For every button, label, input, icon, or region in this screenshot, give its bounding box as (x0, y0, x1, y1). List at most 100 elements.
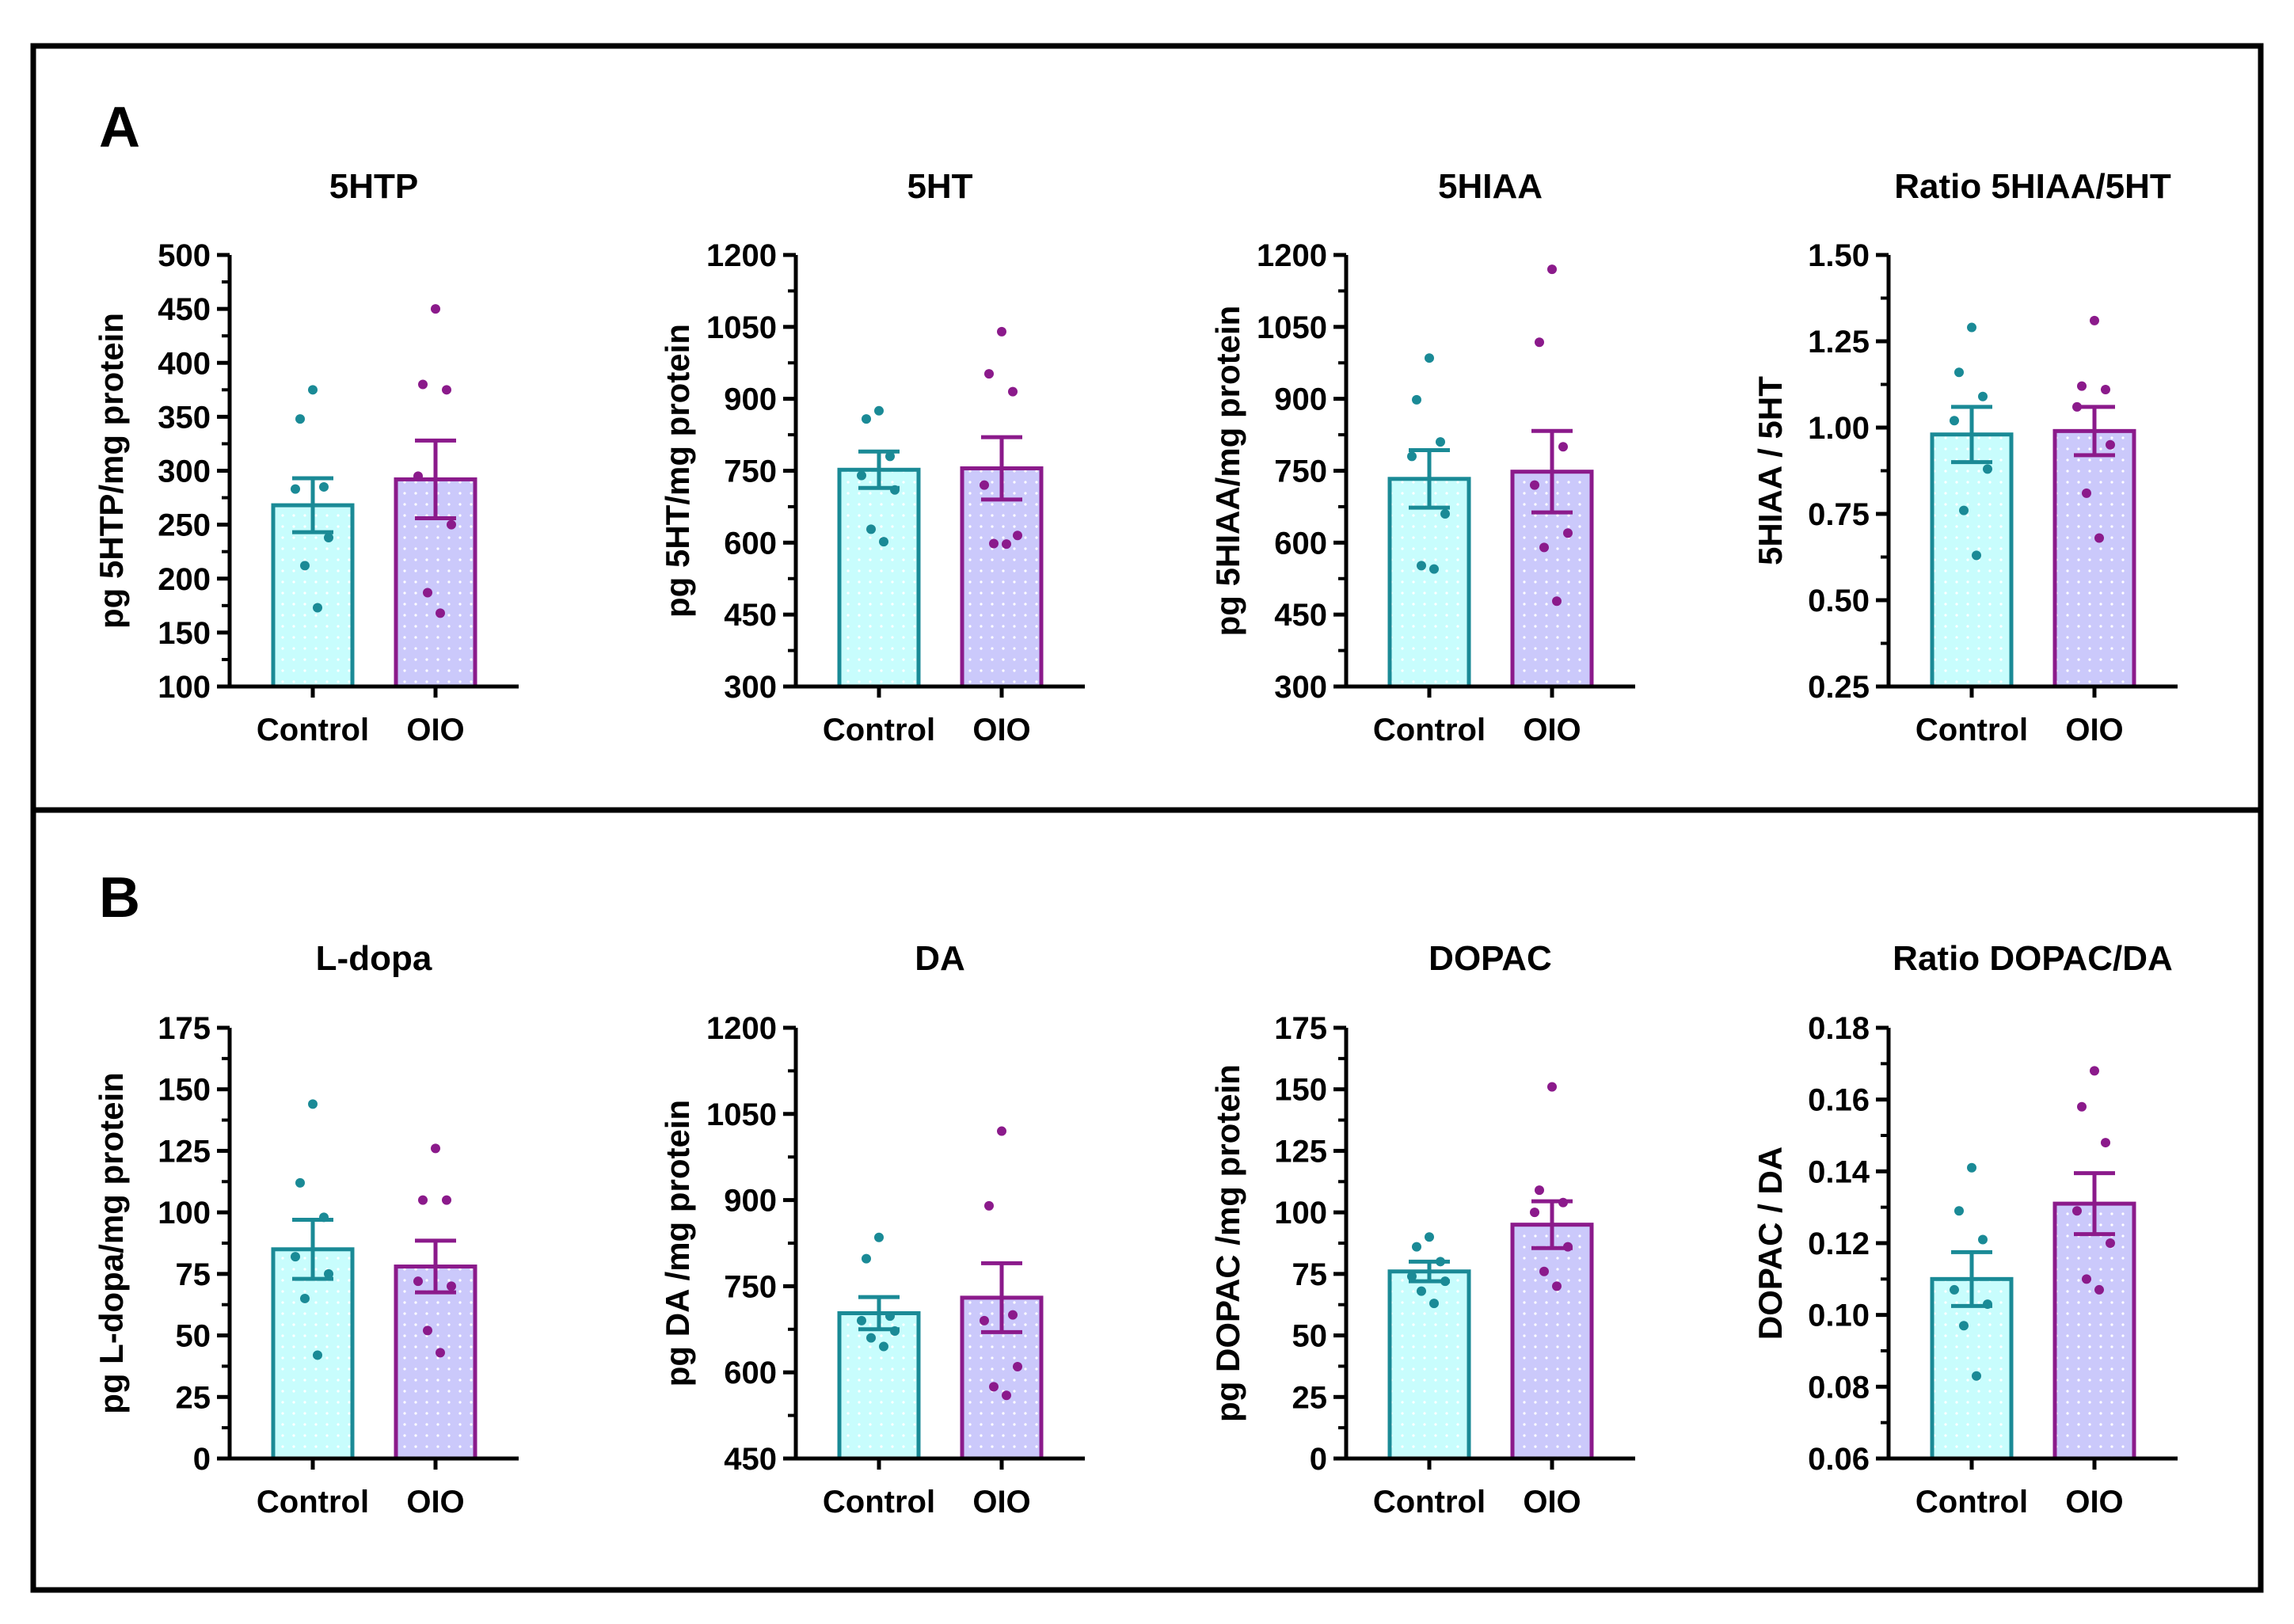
data-point-oio (2082, 1274, 2091, 1284)
data-point-oio (1002, 1390, 1011, 1401)
category-label: OIO (406, 713, 464, 747)
y-tick-label: 0 (1310, 1442, 1327, 1477)
data-point-control (313, 603, 322, 613)
data-point-control (1978, 391, 1988, 401)
y-tick-label: 900 (1274, 382, 1327, 417)
data-point-control (862, 414, 871, 424)
data-point-control (1417, 561, 1426, 571)
data-point-oio (418, 379, 428, 390)
data-point-oio (984, 369, 994, 379)
data-point-control (313, 1350, 322, 1360)
data-point-oio (442, 385, 451, 395)
y-tick-label: 0.10 (1808, 1299, 1870, 1333)
y-tick-label: 1050 (706, 1097, 777, 1132)
category-label: OIO (2065, 1485, 2123, 1519)
data-point-control (300, 561, 310, 571)
data-point-control (866, 1333, 876, 1343)
bar-oio (1510, 1223, 1594, 1461)
y-tick-label: 1200 (706, 1011, 777, 1046)
y-tick-label: 0.16 (1808, 1083, 1870, 1118)
y-tick-label: 0.75 (1808, 497, 1870, 532)
category-label: Control (823, 1485, 935, 1519)
data-point-oio (442, 1195, 451, 1205)
y-axis-label: 5HIAA / 5HT (1752, 376, 1789, 565)
y-tick-label: 0.18 (1808, 1011, 1870, 1046)
category-label: OIO (1523, 1485, 1581, 1519)
data-point-oio (431, 1143, 440, 1154)
data-point-oio (423, 1325, 432, 1336)
chart-title: DOPAC (1429, 939, 1552, 978)
data-point-control (1425, 1232, 1434, 1242)
y-tick-label: 75 (1292, 1257, 1328, 1292)
y-axis-label: pg DA /mg protein (659, 1100, 696, 1386)
y-tick-label: 1050 (706, 310, 777, 345)
data-point-control (319, 1212, 329, 1223)
data-point-control (295, 1177, 305, 1188)
y-tick-label: 1200 (1257, 238, 1327, 273)
data-point-oio (2094, 533, 2104, 543)
data-point-oio (980, 480, 989, 490)
data-point-oio (1008, 1310, 1018, 1320)
data-point-control (1959, 505, 1969, 515)
category-label: Control (257, 1485, 369, 1519)
data-point-oio (980, 1315, 989, 1325)
y-tick-label: 0.25 (1808, 670, 1870, 705)
data-point-control (295, 414, 305, 424)
chart-da: DA Control OIO 450 600 750 900 1050 1200 pg DA /m… (659, 939, 1085, 1519)
y-tick-label: 300 (1274, 670, 1327, 705)
data-point-oio (1547, 264, 1557, 275)
data-point-control (1959, 1321, 1969, 1331)
bar-oio (2052, 428, 2136, 689)
data-point-oio (997, 326, 1006, 337)
data-point-control (1972, 550, 1981, 561)
chart-ratio-dopac-da: Ratio DOPAC/DA Control OIO 0.06 0.08 0.10 0.12… (1752, 939, 2178, 1519)
data-point-control (885, 451, 895, 462)
y-tick-label: 350 (158, 400, 211, 435)
data-point-oio (2090, 315, 2099, 325)
data-point-oio (1539, 1266, 1549, 1276)
data-point-oio (1552, 1281, 1562, 1291)
data-point-control (1972, 1371, 1981, 1381)
data-point-oio (2101, 1138, 2110, 1148)
data-point-oio (2106, 1238, 2115, 1248)
y-tick-label: 0.50 (1808, 584, 1870, 618)
data-point-control (1950, 416, 1959, 426)
data-point-oio (1530, 1208, 1539, 1218)
data-point-control (308, 385, 318, 395)
data-point-control (1983, 1299, 1992, 1310)
data-point-oio (1013, 531, 1022, 541)
category-label: Control (257, 713, 369, 747)
bar-oio (2052, 1201, 2136, 1461)
y-tick-label: 1.25 (1808, 325, 1870, 359)
category-label: Control (1373, 1485, 1486, 1519)
bar-control (1930, 432, 2014, 689)
panel-a-frame (30, 43, 2264, 813)
data-point-oio (423, 588, 432, 598)
data-point-control (1412, 1242, 1421, 1252)
chart-title: 5HIAA (1438, 167, 1543, 206)
data-point-oio (1013, 1361, 1022, 1371)
data-point-control (1967, 322, 1976, 333)
data-point-control (874, 405, 884, 416)
data-point-oio (2077, 1101, 2087, 1112)
data-point-control (291, 484, 300, 494)
y-tick-label: 600 (724, 1356, 777, 1390)
y-tick-label: 0 (193, 1442, 211, 1477)
y-axis-label: pg 5HT/mg protein (659, 324, 696, 618)
y-axis-label: pg L-dopa/mg protein (93, 1072, 130, 1414)
data-point-oio (2094, 1284, 2104, 1295)
y-tick-label: 1.50 (1808, 238, 1870, 273)
y-tick-label: 125 (1274, 1134, 1327, 1169)
y-tick-label: 1.00 (1808, 411, 1870, 446)
data-point-oio (1558, 1197, 1568, 1208)
y-tick-label: 250 (158, 508, 211, 543)
category-label: Control (823, 713, 935, 747)
y-tick-label: 50 (1292, 1319, 1328, 1354)
y-axis-label: pg DOPAC /mg protein (1209, 1064, 1246, 1422)
data-point-control (879, 1341, 888, 1352)
y-tick-label: 50 (176, 1319, 211, 1354)
y-tick-label: 400 (158, 346, 211, 381)
y-tick-label: 100 (1274, 1196, 1327, 1230)
data-point-oio (1002, 539, 1011, 550)
